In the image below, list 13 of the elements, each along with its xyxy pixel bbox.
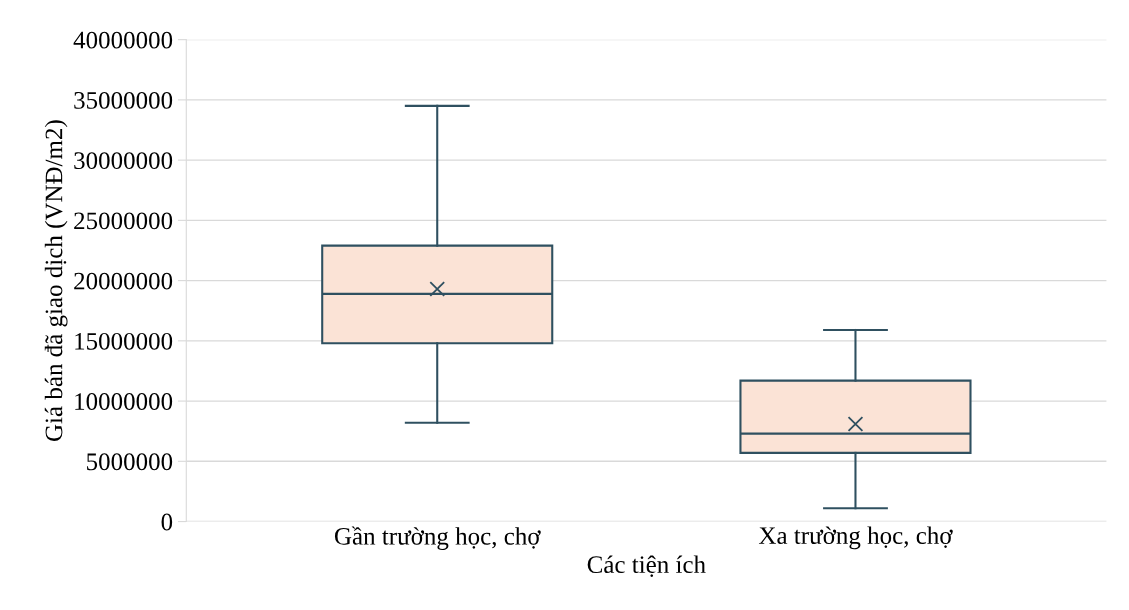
x-tick-label: Gần trường học, chợ [334,526,541,550]
x-axis-title: Các tiện ích [587,555,706,577]
y-tick-label: 40000000 [73,31,173,49]
y-tick-label: 0 [161,513,173,531]
y-tick-label: 30000000 [74,152,173,170]
y-tick-label: 25000000 [74,212,173,230]
y-axis-title: Giá bán đã giao dịch (VNĐ/m2) [44,120,68,441]
y-tick-label: 15000000 [75,332,173,350]
y-tick-label: 5000000 [87,453,173,471]
y-tick-label: 10000000 [75,393,173,410]
y-tick-label: 20000000 [74,272,173,290]
x-tick-label: Xa trường học, chợ [758,526,953,550]
y-tick-label: 35000000 [74,91,173,109]
